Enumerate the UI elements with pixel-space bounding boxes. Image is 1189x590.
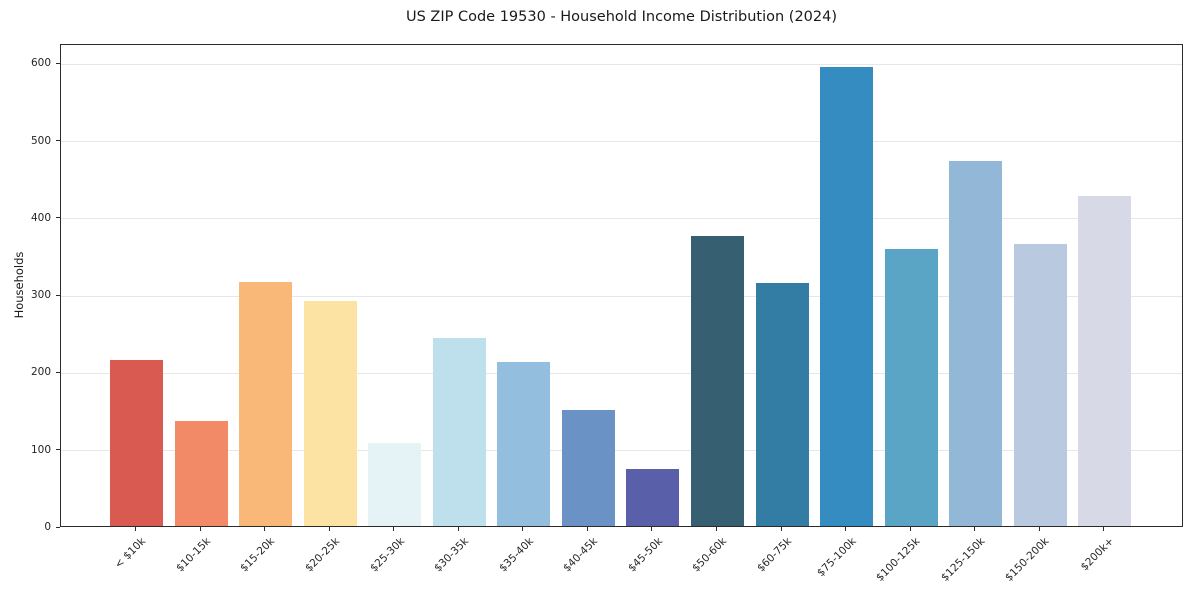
- y-axis-tick: [56, 217, 60, 219]
- x-axis-tick: [264, 527, 266, 531]
- y-axis-tick: [56, 449, 60, 451]
- x-axis-tick: [845, 527, 847, 531]
- x-tick-label: $15-20k: [238, 535, 278, 575]
- x-axis-tick: [328, 527, 330, 531]
- bar-16: [1078, 196, 1132, 526]
- plot-area: [60, 44, 1183, 527]
- x-tick-label: $45-50k: [625, 535, 665, 575]
- y-tick-label: 200: [30, 366, 51, 379]
- bar-6: [432, 338, 486, 526]
- x-tick-label: $75-100k: [814, 535, 859, 580]
- bar-5: [368, 443, 422, 526]
- x-axis-tick: [522, 527, 524, 531]
- x-tick-label: $35-40k: [496, 535, 536, 575]
- y-tick-label: 400: [30, 211, 51, 224]
- x-axis-tick: [974, 527, 976, 531]
- bar-2: [174, 420, 228, 526]
- y-axis-tick: [56, 62, 60, 64]
- y-tick-label: 100: [30, 443, 51, 456]
- bar-12: [820, 66, 874, 526]
- y-axis-tick: [56, 371, 60, 373]
- x-tick-label: $20-25k: [302, 535, 343, 575]
- x-tick-label: $30-35k: [432, 535, 472, 575]
- x-axis-tick: [780, 527, 782, 531]
- x-axis-tick: [457, 527, 459, 531]
- bar-11: [755, 283, 809, 526]
- chart-title: US ZIP Code 19530 - Household Income Dis…: [405, 9, 838, 25]
- x-axis-tick: [715, 527, 717, 531]
- x-axis-tick: [651, 527, 653, 531]
- y-axis-tick: [56, 140, 60, 142]
- x-axis-tick: [909, 527, 911, 531]
- x-axis-tick: [586, 527, 588, 531]
- y-tick-label: 300: [30, 289, 51, 302]
- bar-9: [626, 468, 680, 526]
- y-tick-label: 600: [30, 57, 51, 70]
- bar-8: [561, 410, 615, 526]
- bar-7: [497, 362, 551, 526]
- y-axis-tick: [56, 294, 60, 296]
- x-axis-tick: [393, 527, 395, 531]
- x-tick-label: $50-60k: [690, 535, 730, 575]
- y-axis-label: Households: [12, 251, 26, 319]
- bar-10: [690, 236, 744, 526]
- bar-3: [239, 281, 293, 526]
- gridline: [61, 63, 1182, 65]
- x-tick-label: $125-150k: [938, 535, 988, 584]
- bar-13: [884, 249, 938, 526]
- gridline: [61, 218, 1182, 220]
- x-tick-label: $10-15k: [173, 535, 214, 575]
- y-tick-label: 0: [44, 521, 51, 533]
- gridline: [61, 450, 1182, 452]
- gridline: [61, 372, 1182, 374]
- x-tick-label: $25-30k: [367, 535, 407, 575]
- x-tick-label: $100-125k: [874, 535, 923, 584]
- x-tick-label: $200k+: [1078, 535, 1117, 574]
- x-tick-label: $40-45k: [561, 535, 601, 575]
- gridline: [61, 141, 1182, 143]
- x-axis-tick: [1103, 527, 1105, 531]
- gridline: [61, 295, 1182, 297]
- bar-14: [949, 161, 1003, 526]
- x-axis-tick: [1038, 527, 1040, 531]
- bar-15: [1013, 243, 1067, 526]
- y-tick-label: 500: [30, 134, 51, 147]
- bar-1: [110, 359, 164, 526]
- bar-4: [303, 301, 357, 526]
- x-tick-label: $150-200k: [1003, 535, 1052, 584]
- x-tick-label: < $10k: [112, 535, 149, 571]
- x-tick-label: $60-75k: [754, 535, 794, 575]
- y-axis-tick: [56, 526, 60, 528]
- x-axis-tick: [135, 527, 137, 531]
- x-axis-tick: [199, 527, 201, 531]
